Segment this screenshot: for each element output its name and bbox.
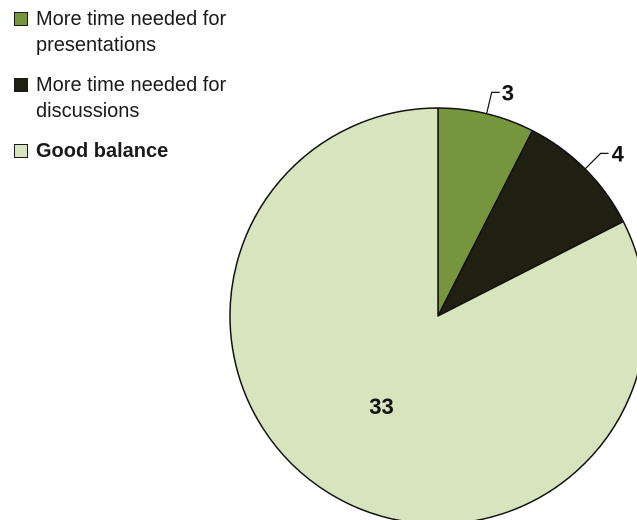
pie-slice-presentations bbox=[437, 107, 534, 317]
legend-label-good-balance: Good balance bbox=[36, 140, 169, 162]
leader-line-discussions bbox=[584, 152, 609, 170]
data-label-presentations: 3 bbox=[502, 80, 514, 105]
pie-slice-discussions bbox=[437, 129, 625, 317]
legend-label-presentations: More time needed for presentations bbox=[36, 8, 227, 56]
legend-swatch-discussions bbox=[14, 78, 28, 92]
legend-item-good-balance: Good balance bbox=[14, 138, 284, 164]
legend-label-discussions: More time needed for discussions bbox=[36, 74, 227, 122]
chart-legend: More time needed for presentations More … bbox=[14, 6, 284, 178]
legend-item-presentations: More time needed for presentations bbox=[14, 6, 284, 58]
data-label-discussions: 4 bbox=[612, 141, 625, 166]
legend-swatch-presentations bbox=[14, 12, 28, 26]
legend-item-discussions: More time needed for discussions bbox=[14, 72, 284, 124]
data-label-good-balance: 33 bbox=[369, 394, 393, 419]
pie-slice-good-balance bbox=[229, 107, 637, 520]
leader-line-presentations bbox=[486, 91, 500, 114]
legend-swatch-good-balance bbox=[14, 144, 28, 158]
